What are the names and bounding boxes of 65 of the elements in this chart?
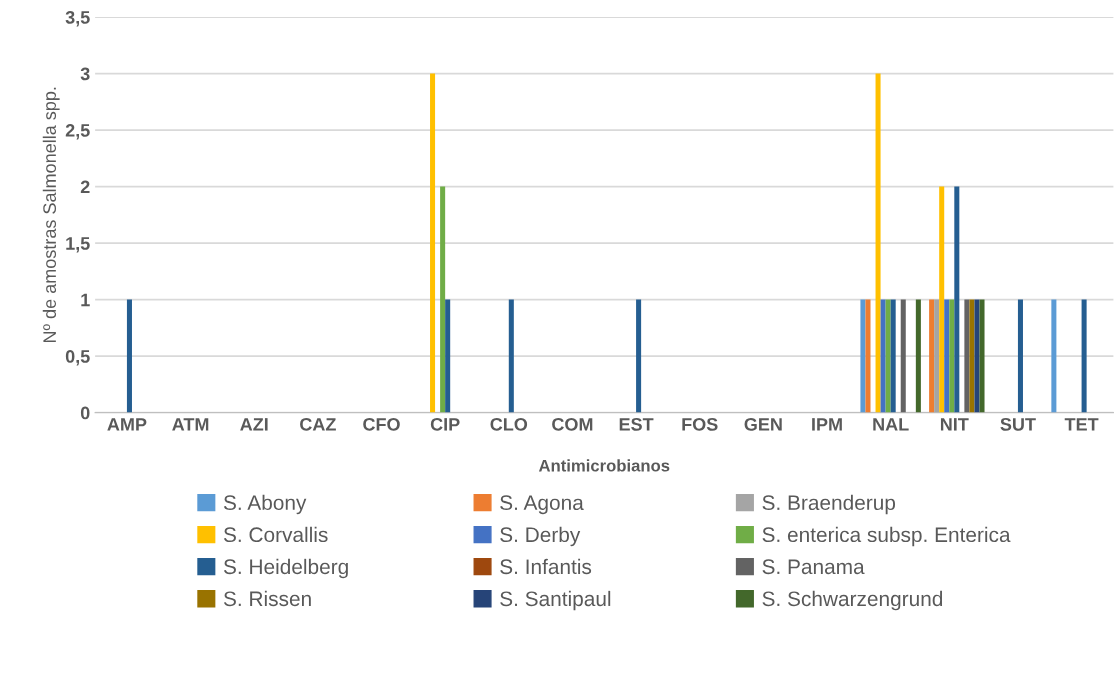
legend-label: S. Panama bbox=[762, 559, 865, 575]
bar bbox=[1017, 299, 1023, 413]
x-tick-label: AMP bbox=[107, 418, 147, 431]
y-tick-label: 0 bbox=[80, 406, 90, 420]
y-tick-label: 0,5 bbox=[65, 350, 90, 366]
bar bbox=[939, 186, 945, 413]
bar bbox=[430, 73, 436, 413]
bar bbox=[949, 299, 955, 413]
x-tick-label: NAL bbox=[873, 418, 909, 431]
y-tick-label: 3,5 bbox=[65, 10, 90, 27]
x-tick-label: IPM bbox=[812, 418, 842, 431]
x-tick-label: GEN bbox=[744, 417, 782, 431]
legend-label: S. Schwarzengrund bbox=[762, 590, 943, 611]
bar bbox=[929, 299, 935, 413]
bar bbox=[1051, 299, 1057, 413]
bar bbox=[934, 299, 940, 413]
bar bbox=[880, 299, 886, 413]
x-tick-label: COM bbox=[552, 417, 593, 431]
bar bbox=[964, 299, 970, 413]
legend-label: S. Corvallis bbox=[223, 526, 328, 543]
x-tick-label: EST bbox=[619, 417, 654, 431]
bar bbox=[944, 299, 950, 413]
y-tick-label: 2,5 bbox=[65, 124, 90, 140]
x-tick-label: TET bbox=[1064, 418, 1099, 431]
bar bbox=[915, 299, 921, 413]
y-axis-title: Nº de amostras Salmonella spp. bbox=[42, 87, 60, 343]
bar bbox=[126, 299, 132, 413]
bar bbox=[974, 299, 980, 413]
x-axis-title: Antimicrobianos bbox=[538, 459, 670, 472]
bar bbox=[890, 299, 896, 413]
bar bbox=[1081, 299, 1087, 413]
bar bbox=[508, 299, 514, 413]
bar bbox=[636, 299, 642, 413]
x-tick-label: ATM bbox=[172, 418, 209, 431]
bar bbox=[979, 299, 985, 413]
bar bbox=[885, 299, 891, 413]
x-tick-label: CAZ bbox=[300, 417, 336, 431]
legend-label: S. Infantis bbox=[500, 558, 592, 575]
bar bbox=[900, 299, 906, 413]
bar bbox=[445, 299, 451, 413]
legend-label: S. enterica subsp. Enterica bbox=[762, 526, 1011, 547]
bar bbox=[875, 73, 881, 413]
y-tick-label: 1,5 bbox=[66, 237, 90, 253]
x-tick-label: CFO bbox=[363, 417, 400, 431]
legend-label: S. Agona bbox=[500, 495, 584, 515]
legend-label: S. Abony bbox=[223, 494, 307, 515]
bar bbox=[954, 186, 960, 413]
legend-label: S. Santipaul bbox=[500, 590, 611, 611]
x-tick-label: SUT bbox=[1000, 417, 1036, 431]
y-tick-label: 2 bbox=[80, 180, 90, 194]
legend-label: S. Braenderup bbox=[762, 494, 896, 515]
x-tick-label: AZI bbox=[240, 418, 268, 431]
legend-label: S. Derby bbox=[500, 526, 581, 547]
legend-label: S. Rissen bbox=[223, 590, 311, 607]
y-tick-label: 1 bbox=[81, 293, 90, 307]
x-tick-label: CLO bbox=[490, 417, 528, 431]
x-tick-label: FOS bbox=[682, 417, 718, 431]
x-tick-label: CIP bbox=[430, 417, 460, 431]
bar bbox=[440, 186, 446, 413]
legend-label: S. Heidelberg bbox=[223, 558, 348, 579]
bar bbox=[969, 299, 975, 413]
y-tick-label: 3 bbox=[80, 67, 90, 81]
bar bbox=[860, 299, 866, 413]
x-tick-label: NIT bbox=[940, 418, 969, 431]
bar bbox=[865, 299, 871, 413]
